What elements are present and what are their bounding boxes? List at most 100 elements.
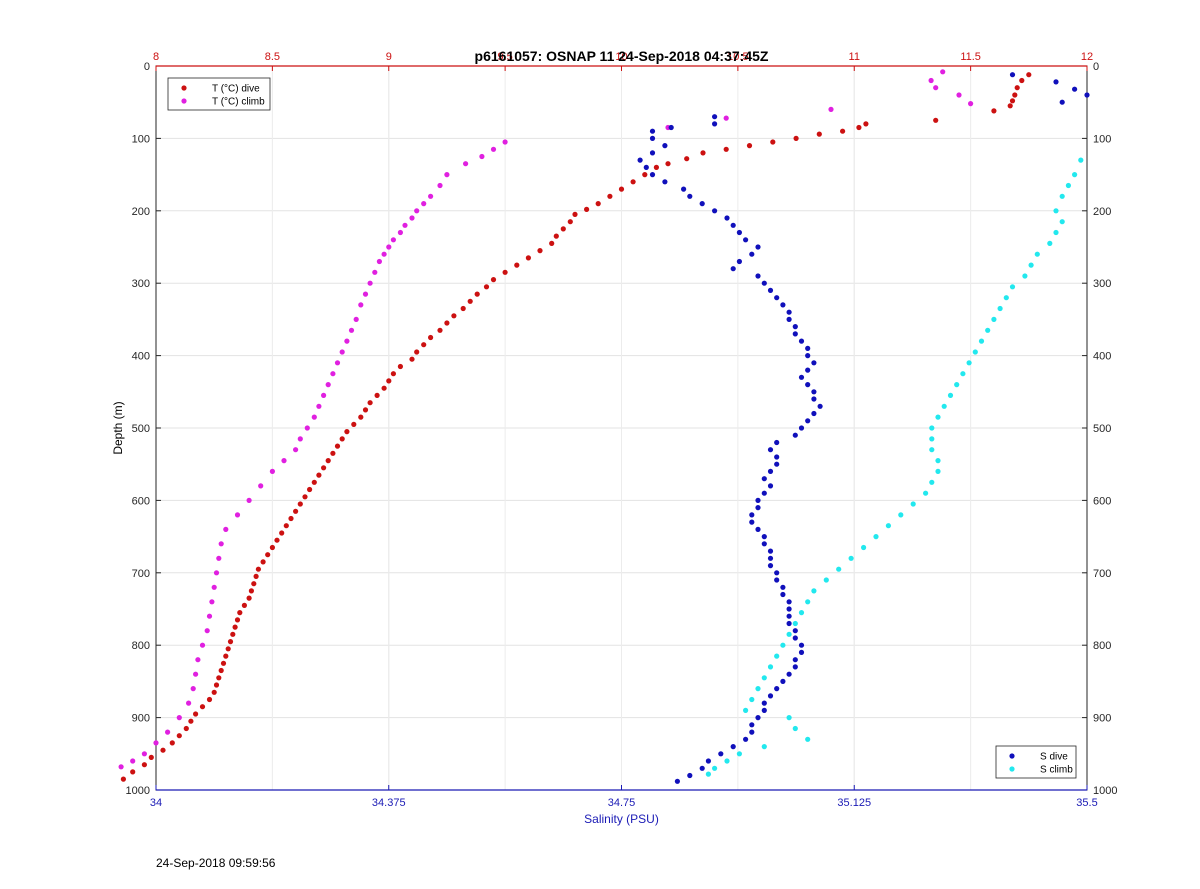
x-top-tick-label: 9.5 [497, 51, 512, 63]
data-point [761, 490, 767, 496]
data-point [206, 696, 213, 703]
data-point [176, 733, 182, 739]
data-points [118, 69, 1090, 784]
data-point [351, 421, 357, 427]
data-point [687, 772, 693, 779]
y-tick-label: 200 [132, 206, 150, 218]
data-point [792, 620, 798, 627]
data-point [933, 85, 939, 91]
x-bottom-tick-label: 34.75 [608, 797, 636, 809]
data-point [712, 121, 718, 127]
data-point [743, 237, 749, 243]
data-point [805, 418, 811, 424]
x-axis-label: Salinity (PSU) [584, 812, 659, 826]
data-point [761, 280, 767, 286]
legend-label: T (°C) dive [212, 84, 260, 95]
data-point [1047, 240, 1053, 246]
data-point [653, 164, 660, 170]
y-tick-label: 1000 [126, 785, 150, 797]
legend-box [995, 745, 1077, 779]
x-top-tick-label: 10 [615, 51, 627, 63]
data-point [444, 172, 450, 178]
data-point [304, 425, 310, 431]
data-point [749, 696, 755, 703]
y-tick-label-right: 400 [1093, 351, 1111, 363]
data-point [786, 620, 792, 627]
data-point [873, 534, 879, 540]
legend-marker [1009, 753, 1015, 759]
data-point [770, 139, 776, 145]
series-t-climb [118, 69, 974, 770]
data-point [1072, 86, 1078, 92]
data-point [234, 617, 241, 623]
data-point [386, 378, 392, 384]
data-point [960, 371, 966, 377]
data-point [474, 291, 480, 297]
data-point [514, 262, 520, 268]
data-point [755, 497, 761, 503]
data-point [1059, 99, 1065, 105]
data-point [246, 595, 252, 601]
data-point [792, 657, 798, 663]
data-point [553, 233, 559, 239]
data-point [805, 345, 811, 351]
legend-marker [1009, 766, 1015, 772]
data-point [421, 201, 427, 207]
chart-title: p6161057: OSNAP 11 24-Sep-2018 04:37:45Z [475, 48, 769, 64]
series-s-dive [637, 72, 1090, 784]
data-point [414, 208, 420, 214]
data-point [786, 599, 792, 605]
data-point [836, 566, 842, 572]
data-point [674, 778, 681, 784]
data-point [169, 740, 175, 746]
y-tick-label-right: 200 [1093, 206, 1111, 218]
data-point [421, 342, 427, 348]
data-point [348, 327, 355, 333]
axes: 0 0 100 100 200 200 300 300 400 400 500 500 600 600 70… [126, 51, 1118, 809]
data-point [767, 563, 774, 569]
data-point [749, 519, 755, 525]
data-point [463, 161, 469, 167]
data-point [743, 707, 749, 714]
y-tick-label-right: 700 [1093, 568, 1111, 580]
data-point [767, 664, 774, 670]
data-point [316, 472, 322, 478]
data-point [311, 414, 317, 420]
data-point [321, 392, 327, 398]
data-point [968, 101, 974, 107]
data-point [234, 512, 241, 518]
data-point [805, 367, 811, 373]
data-point [344, 338, 350, 344]
data-point [699, 201, 705, 207]
data-point [1028, 262, 1034, 268]
x-top-tick-label: 8 [153, 51, 159, 63]
data-point [460, 305, 466, 312]
data-point [223, 653, 229, 659]
x-bottom-tick-label: 35.125 [837, 797, 871, 809]
data-point [856, 124, 862, 131]
data-point [188, 718, 194, 724]
data-point [376, 258, 382, 265]
data-point [281, 458, 287, 464]
data-point [736, 229, 743, 236]
data-point [792, 635, 798, 641]
data-point [767, 555, 774, 561]
x-top-tick-label: 9 [386, 51, 392, 63]
data-point [1053, 79, 1059, 85]
data-point [1007, 103, 1013, 109]
data-point [898, 512, 904, 518]
x-top-tick-label: 8.5 [265, 51, 280, 63]
data-point [649, 172, 656, 178]
data-point [941, 403, 947, 409]
data-point [798, 338, 805, 344]
data-point [767, 548, 774, 554]
data-point [798, 425, 805, 431]
y-tick-label: 600 [132, 495, 150, 507]
data-point [991, 316, 997, 322]
data-point [792, 324, 798, 330]
data-point [637, 157, 643, 163]
data-point [736, 258, 743, 265]
data-point [767, 693, 774, 699]
y-tick-label: 400 [132, 351, 150, 363]
